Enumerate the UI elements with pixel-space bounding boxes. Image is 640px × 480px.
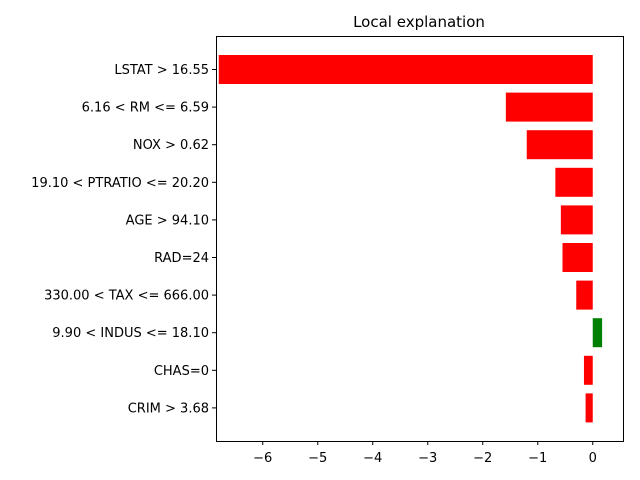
bar-1: [505, 92, 593, 122]
bars-layer: [218, 55, 603, 423]
bar-7: [592, 318, 603, 348]
x-tick-label: −4: [363, 451, 382, 466]
bar-9: [585, 393, 593, 423]
axes-frame: [216, 36, 624, 442]
y-tick-label: RAD=24: [154, 251, 209, 266]
bar-5: [562, 243, 593, 272]
x-tick-label: 0: [589, 451, 597, 466]
y-tick-label: AGE > 94.10: [126, 213, 209, 228]
y-tick-label: CRIM > 3.68: [128, 401, 209, 416]
x-tick-label: −3: [418, 451, 437, 466]
bar-4: [560, 205, 593, 235]
x-tick-label: −2: [473, 451, 492, 466]
y-tick-labels: LSTAT > 16.55 6.16 < RM <= 6.59 NOX > 0.62…: [31, 63, 216, 416]
chart-title: Local explanation: [353, 13, 485, 31]
y-tick-label: NOX > 0.62: [133, 138, 209, 153]
x-axis-ticks: −6 −5 −4 −3 −2 −1 0: [253, 441, 597, 466]
y-tick-label: 6.16 < RM <= 6.59: [82, 101, 209, 116]
y-tick-label: LSTAT > 16.55: [114, 63, 209, 78]
bar-8: [583, 355, 593, 385]
bar-0: [218, 55, 593, 84]
x-tick-label: −6: [253, 451, 272, 466]
y-tick-label: 330.00 < TAX <= 666.00: [44, 289, 209, 304]
bar-6: [576, 280, 593, 310]
bar-2: [526, 130, 593, 160]
y-tick-label: 19.10 < PTRATIO <= 20.20: [31, 176, 209, 191]
y-tick-label: 9.90 < INDUS <= 18.10: [52, 326, 209, 341]
x-tick-label: −5: [308, 451, 327, 466]
x-tick-label: −1: [528, 451, 547, 466]
bar-3: [555, 167, 593, 197]
y-tick-label: CHAS=0: [154, 364, 209, 379]
